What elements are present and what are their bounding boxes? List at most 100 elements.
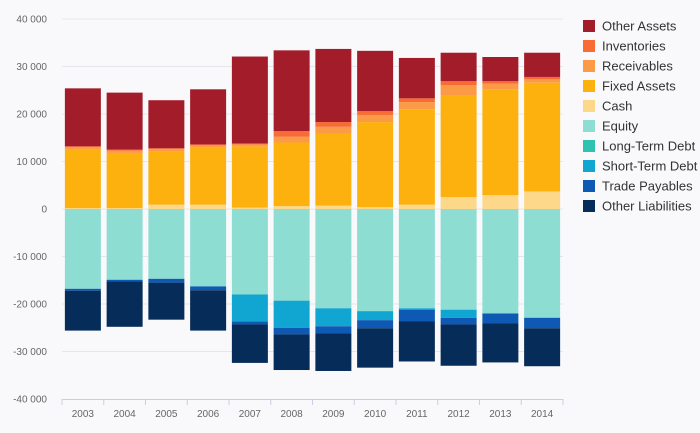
bar-segment (231, 144, 268, 147)
x-tick-label: 2009 (322, 409, 345, 420)
legend: Other Assets Inventories Receivables Fixed … (583, 19, 698, 214)
bar-segment (398, 308, 435, 310)
bar-segment (357, 122, 394, 208)
legend-item[interactable]: Other Liabilities (583, 199, 692, 214)
bar-segment (190, 145, 227, 148)
bar-segment (231, 143, 268, 145)
y-tick-label: 0 (41, 205, 47, 216)
y-tick-label: -30 000 (13, 347, 47, 358)
y-tick-label: 30 000 (16, 62, 47, 73)
bar-segment (357, 50, 394, 112)
x-tick-label: 2008 (281, 409, 304, 420)
legend-swatch (583, 80, 595, 92)
legend-item[interactable]: Inventories (583, 39, 666, 54)
legend-item[interactable]: Short-Term Debt (583, 159, 698, 174)
bar-segment (524, 52, 561, 77)
bar-segment (106, 279, 143, 282)
bar-segment (315, 308, 352, 327)
x-tick-label: 2010 (364, 409, 387, 420)
bar-segment (106, 150, 143, 153)
bar-segment (148, 282, 185, 320)
bar-segment (524, 82, 561, 192)
bar-segment (148, 100, 185, 149)
bar-segment (398, 321, 435, 362)
bar-segment (440, 95, 477, 198)
bar-segment (482, 83, 519, 90)
bar-segment (315, 209, 352, 309)
bar-segment (273, 50, 310, 132)
bar-segment (64, 288, 101, 291)
bar-segment (273, 300, 310, 328)
x-tick-label: 2007 (239, 409, 262, 420)
x-tick-label: 2005 (155, 409, 178, 420)
legend-item[interactable]: Long-Term Debt (583, 139, 696, 154)
bar-segment (398, 309, 435, 322)
legend-label: Equity (602, 119, 639, 134)
bar-segment (231, 324, 268, 363)
bar-segment (273, 136, 310, 143)
bar-segment (398, 109, 435, 205)
legend-item[interactable]: Equity (583, 119, 639, 134)
legend-item[interactable]: Other Assets (583, 19, 677, 34)
y-tick-label: 20 000 (16, 110, 47, 121)
legend-label: Other Assets (602, 19, 677, 34)
legend-item[interactable]: Trade Payables (583, 179, 693, 194)
legend-swatch (583, 180, 595, 192)
bar-segment (106, 92, 143, 150)
legend-swatch (583, 20, 595, 32)
bar-segment (190, 147, 227, 205)
y-tick-label: 40 000 (16, 15, 47, 26)
bar-segment (190, 286, 227, 291)
legend-swatch (583, 120, 595, 132)
legend-label: Other Liabilities (602, 199, 692, 214)
bar-segment (190, 144, 227, 146)
bar-segment (273, 327, 310, 335)
legend-item[interactable]: Cash (583, 99, 632, 114)
x-tick-label: 2006 (197, 409, 220, 420)
bar-segment (148, 204, 185, 209)
bar-segment (190, 209, 227, 287)
bar-segment (357, 114, 394, 123)
legend-swatch (583, 40, 595, 52)
bar-segment (482, 81, 519, 84)
x-tick-label: 2013 (489, 409, 512, 420)
bar-segment (398, 98, 435, 103)
bar-segment (315, 48, 352, 123)
bar-segment (315, 333, 352, 371)
bar-segment (398, 102, 435, 110)
bar-segment (315, 133, 352, 206)
bar-segment (273, 142, 310, 207)
legend-label: Cash (602, 99, 632, 114)
bar-segment (440, 52, 477, 82)
bar-segment (273, 131, 310, 137)
bar-segment (106, 208, 143, 209)
bar-segment (440, 209, 477, 310)
legend-item[interactable]: Fixed Assets (583, 79, 676, 94)
bar-segment (524, 76, 561, 80)
bar-segment (482, 209, 519, 314)
bar-segment (231, 209, 268, 295)
legend-swatch (583, 100, 595, 112)
bar-segment (357, 320, 394, 329)
x-tick-label: 2004 (114, 409, 137, 420)
bar-segment (106, 149, 143, 151)
y-tick-label: -10 000 (13, 252, 47, 263)
bar-segment (315, 205, 352, 209)
bar-segment (64, 208, 101, 209)
bar-segment (64, 149, 101, 209)
bar-segment (64, 88, 101, 147)
bar-segment (273, 209, 310, 301)
bar-segment (148, 148, 185, 150)
bar-segment (524, 317, 561, 329)
bar-segment (398, 204, 435, 209)
legend-label: Long-Term Debt (602, 139, 696, 154)
bar-segment (440, 324, 477, 366)
bar-segment (482, 89, 519, 196)
legend-label: Inventories (602, 39, 666, 54)
bar-segment (190, 290, 227, 331)
x-tick-label: 2012 (448, 409, 471, 420)
bar-segment (524, 328, 561, 367)
legend-label: Fixed Assets (602, 79, 676, 94)
bars (64, 48, 561, 371)
legend-item[interactable]: Receivables (583, 59, 673, 74)
